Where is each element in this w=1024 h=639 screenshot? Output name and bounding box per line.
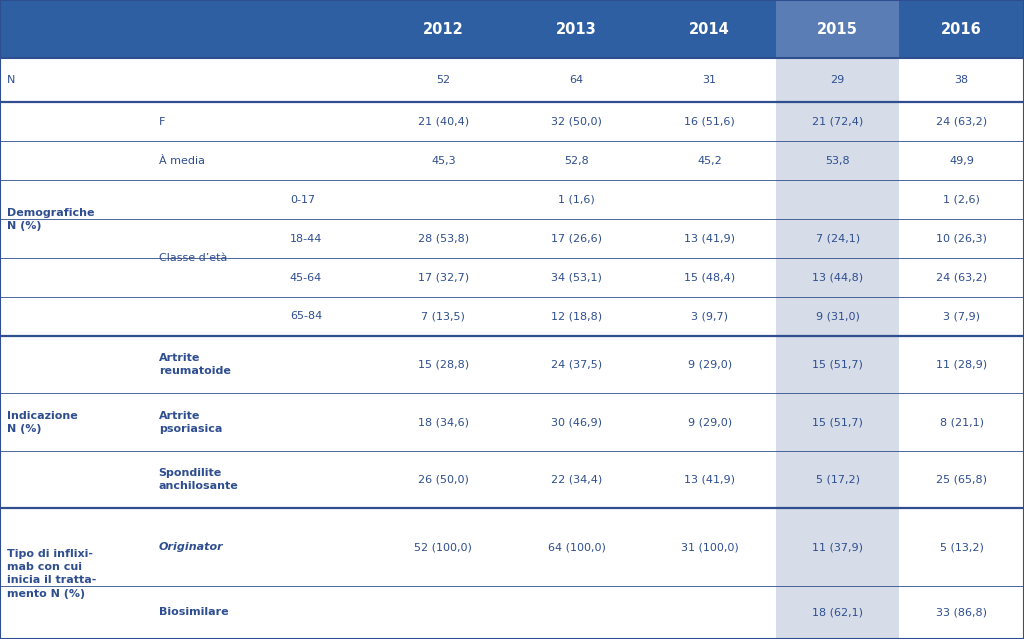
Text: 17 (26,6): 17 (26,6) bbox=[551, 234, 602, 243]
Text: 2015: 2015 bbox=[817, 22, 858, 36]
Text: 15 (48,4): 15 (48,4) bbox=[684, 273, 735, 282]
Text: 17 (32,7): 17 (32,7) bbox=[418, 273, 469, 282]
Text: F: F bbox=[159, 117, 165, 127]
Text: À media: À media bbox=[159, 156, 205, 166]
Text: 3 (7,9): 3 (7,9) bbox=[943, 311, 980, 321]
Text: 3 (9,7): 3 (9,7) bbox=[691, 311, 728, 321]
Text: 2013: 2013 bbox=[556, 22, 597, 36]
Text: 1 (1,6): 1 (1,6) bbox=[558, 195, 595, 204]
Text: 26 (50,0): 26 (50,0) bbox=[418, 475, 469, 485]
Text: 15 (28,8): 15 (28,8) bbox=[418, 360, 469, 370]
Text: 21 (72,4): 21 (72,4) bbox=[812, 117, 863, 127]
Text: N: N bbox=[7, 75, 15, 85]
Text: 7 (13,5): 7 (13,5) bbox=[422, 311, 465, 321]
Text: 10 (26,3): 10 (26,3) bbox=[936, 234, 987, 243]
Text: 64 (100,0): 64 (100,0) bbox=[548, 543, 605, 552]
Text: 12 (18,8): 12 (18,8) bbox=[551, 311, 602, 321]
Text: 9 (31,0): 9 (31,0) bbox=[816, 311, 859, 321]
Text: Demografiche
N (%): Demografiche N (%) bbox=[7, 208, 94, 231]
Text: 25 (65,8): 25 (65,8) bbox=[936, 475, 987, 485]
Text: 5 (17,2): 5 (17,2) bbox=[816, 475, 859, 485]
Text: Indicazione
N (%): Indicazione N (%) bbox=[7, 411, 78, 434]
Text: 30 (46,9): 30 (46,9) bbox=[551, 417, 602, 427]
Text: 13 (41,9): 13 (41,9) bbox=[684, 234, 735, 243]
Bar bbox=[0, 0, 1024, 58]
Text: 24 (37,5): 24 (37,5) bbox=[551, 360, 602, 370]
Text: 0-17: 0-17 bbox=[290, 195, 315, 204]
Text: 38: 38 bbox=[954, 75, 969, 85]
Text: 11 (37,9): 11 (37,9) bbox=[812, 543, 863, 552]
Text: 8 (21,1): 8 (21,1) bbox=[940, 417, 983, 427]
Text: 31: 31 bbox=[702, 75, 717, 85]
Text: Originator: Originator bbox=[159, 543, 223, 552]
Text: 15 (51,7): 15 (51,7) bbox=[812, 360, 863, 370]
Bar bbox=[776, 58, 899, 639]
Text: 65-84: 65-84 bbox=[290, 311, 322, 321]
Text: 24 (63,2): 24 (63,2) bbox=[936, 117, 987, 127]
Text: 53,8: 53,8 bbox=[825, 156, 850, 166]
Text: 21 (40,4): 21 (40,4) bbox=[418, 117, 469, 127]
Text: 52,8: 52,8 bbox=[564, 156, 589, 166]
Bar bbox=[776, 0, 899, 58]
Text: 15 (51,7): 15 (51,7) bbox=[812, 417, 863, 427]
Text: Spondilite
anchilosante: Spondilite anchilosante bbox=[159, 468, 239, 491]
Text: 31 (100,0): 31 (100,0) bbox=[681, 543, 738, 552]
Text: 13 (44,8): 13 (44,8) bbox=[812, 273, 863, 282]
Text: Classe d’età: Classe d’età bbox=[159, 253, 227, 263]
Text: Artrite
reumatoide: Artrite reumatoide bbox=[159, 353, 230, 376]
Text: 32 (50,0): 32 (50,0) bbox=[551, 117, 602, 127]
Text: 18 (34,6): 18 (34,6) bbox=[418, 417, 469, 427]
Text: Biosimilare: Biosimilare bbox=[159, 608, 228, 617]
Text: 33 (86,8): 33 (86,8) bbox=[936, 608, 987, 617]
Text: 49,9: 49,9 bbox=[949, 156, 974, 166]
Text: 2012: 2012 bbox=[423, 22, 464, 36]
Text: 16 (51,6): 16 (51,6) bbox=[684, 117, 735, 127]
Text: 28 (53,8): 28 (53,8) bbox=[418, 234, 469, 243]
Text: Tipo di inflixi-
mab con cui
inicia il tratta-
mento N (%): Tipo di inflixi- mab con cui inicia il t… bbox=[7, 549, 96, 599]
Text: 9 (29,0): 9 (29,0) bbox=[687, 417, 732, 427]
Text: Artrite
psoriasica: Artrite psoriasica bbox=[159, 411, 222, 434]
Text: 9 (29,0): 9 (29,0) bbox=[687, 360, 732, 370]
Text: 11 (28,9): 11 (28,9) bbox=[936, 360, 987, 370]
Text: 1 (2,6): 1 (2,6) bbox=[943, 195, 980, 204]
Text: 45,3: 45,3 bbox=[431, 156, 456, 166]
Text: 7 (24,1): 7 (24,1) bbox=[815, 234, 860, 243]
Text: 24 (63,2): 24 (63,2) bbox=[936, 273, 987, 282]
Text: 45,2: 45,2 bbox=[697, 156, 722, 166]
Text: 52 (100,0): 52 (100,0) bbox=[415, 543, 472, 552]
Text: 52: 52 bbox=[436, 75, 451, 85]
Text: 5 (13,2): 5 (13,2) bbox=[940, 543, 983, 552]
Text: 18-44: 18-44 bbox=[290, 234, 323, 243]
Text: 18 (62,1): 18 (62,1) bbox=[812, 608, 863, 617]
Text: 2014: 2014 bbox=[689, 22, 730, 36]
Text: 29: 29 bbox=[830, 75, 845, 85]
Text: 45-64: 45-64 bbox=[290, 273, 322, 282]
Text: 34 (53,1): 34 (53,1) bbox=[551, 273, 602, 282]
Text: 64: 64 bbox=[569, 75, 584, 85]
Text: 2016: 2016 bbox=[941, 22, 982, 36]
Text: 13 (41,9): 13 (41,9) bbox=[684, 475, 735, 485]
Text: 22 (34,4): 22 (34,4) bbox=[551, 475, 602, 485]
